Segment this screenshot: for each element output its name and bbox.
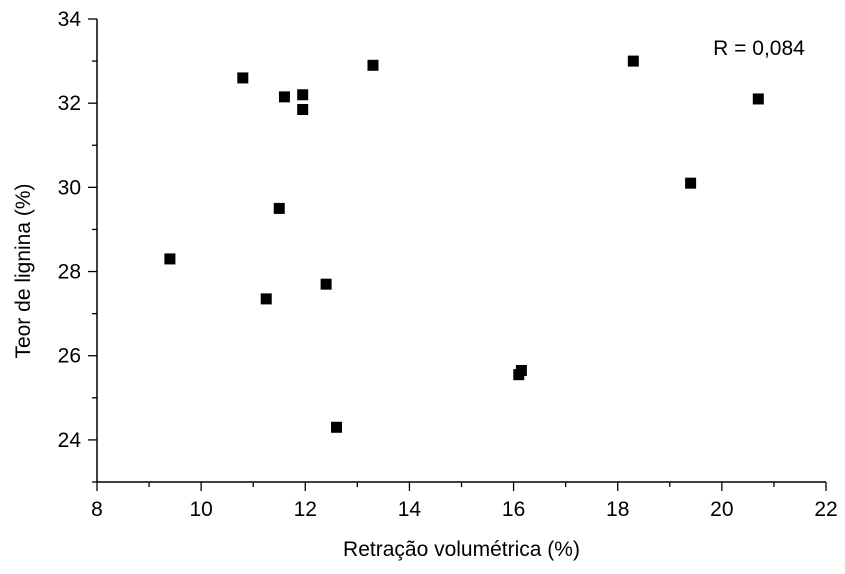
data-point (273, 202, 285, 214)
data-point (685, 177, 697, 189)
data-point (367, 59, 379, 71)
data-point (331, 421, 343, 433)
data-point (297, 103, 309, 115)
data-point (164, 253, 176, 265)
data-point (237, 72, 249, 84)
y-axis-title: Teor de lignina (%) (12, 183, 35, 358)
x-tick-label: 8 (91, 498, 103, 521)
x-axis-title: Retração volumétrica (%) (343, 538, 580, 561)
x-tick-label: 10 (189, 498, 212, 521)
x-tick-label: 22 (814, 498, 837, 521)
data-point (297, 89, 309, 101)
x-tick-label: 16 (502, 498, 525, 521)
data-point (260, 293, 272, 305)
data-point (278, 91, 290, 103)
y-tick-label: 30 (58, 176, 81, 199)
ticks: 8 10 12 14 16 18 20 22 24 26 28 30 32 34 (58, 8, 838, 521)
x-tick-label: 18 (606, 498, 629, 521)
x-tick-label: 12 (294, 498, 317, 521)
y-tick-label: 26 (58, 345, 81, 368)
data-point (752, 93, 764, 105)
y-tick-label: 24 (58, 429, 82, 452)
y-tick-label: 34 (58, 8, 82, 31)
y-tick-label: 32 (58, 92, 81, 115)
correlation-annotation: R = 0,084 (713, 37, 805, 60)
data-point (627, 55, 639, 67)
data-point (515, 364, 527, 376)
y-tick-label: 28 (58, 261, 81, 284)
x-tick-label: 20 (710, 498, 733, 521)
axes (96, 19, 826, 483)
data-points (164, 55, 764, 433)
x-tick-label: 14 (398, 498, 422, 521)
data-point (320, 278, 332, 290)
